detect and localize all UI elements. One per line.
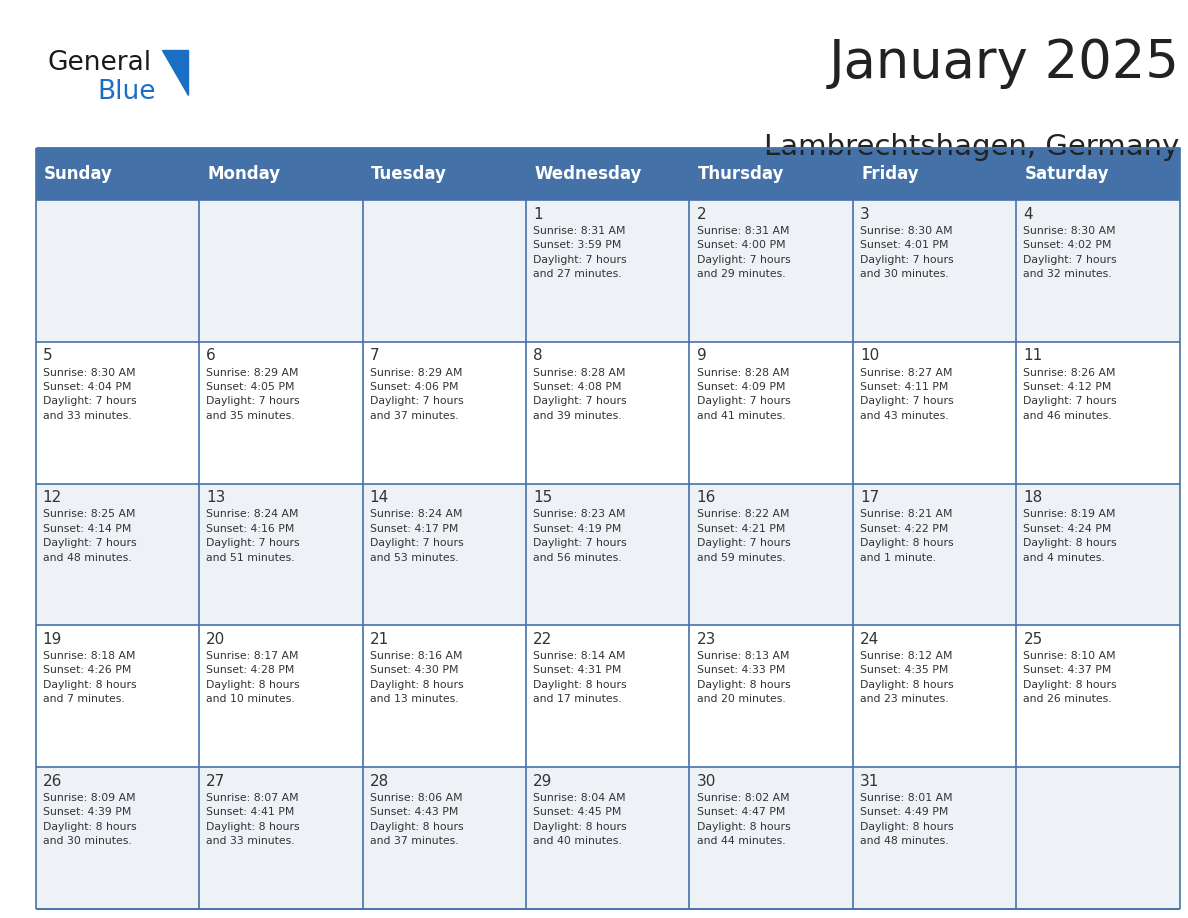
- Text: Sunrise: 8:26 AM
Sunset: 4:12 PM
Daylight: 7 hours
and 46 minutes.: Sunrise: 8:26 AM Sunset: 4:12 PM Dayligh…: [1023, 367, 1117, 420]
- Text: Saturday: Saturday: [1024, 165, 1110, 183]
- Text: Sunrise: 8:04 AM
Sunset: 4:45 PM
Daylight: 8 hours
and 40 minutes.: Sunrise: 8:04 AM Sunset: 4:45 PM Dayligh…: [533, 793, 627, 846]
- Text: Monday: Monday: [208, 165, 280, 183]
- Text: 25: 25: [1023, 632, 1043, 647]
- Text: Wednesday: Wednesday: [535, 165, 642, 183]
- Text: 31: 31: [860, 774, 879, 789]
- Bar: [36, 341, 1180, 484]
- Text: 7: 7: [369, 348, 379, 364]
- Text: 11: 11: [1023, 348, 1043, 364]
- Text: 26: 26: [43, 774, 62, 789]
- Text: Sunrise: 8:17 AM
Sunset: 4:28 PM
Daylight: 8 hours
and 10 minutes.: Sunrise: 8:17 AM Sunset: 4:28 PM Dayligh…: [207, 651, 299, 704]
- Text: 24: 24: [860, 632, 879, 647]
- Text: 19: 19: [43, 632, 62, 647]
- Text: Sunrise: 8:30 AM
Sunset: 4:01 PM
Daylight: 7 hours
and 30 minutes.: Sunrise: 8:30 AM Sunset: 4:01 PM Dayligh…: [860, 226, 954, 279]
- Text: Sunrise: 8:23 AM
Sunset: 4:19 PM
Daylight: 7 hours
and 56 minutes.: Sunrise: 8:23 AM Sunset: 4:19 PM Dayligh…: [533, 509, 627, 563]
- Text: Sunrise: 8:10 AM
Sunset: 4:37 PM
Daylight: 8 hours
and 26 minutes.: Sunrise: 8:10 AM Sunset: 4:37 PM Dayligh…: [1023, 651, 1117, 704]
- Text: 6: 6: [207, 348, 216, 364]
- Text: Sunrise: 8:31 AM
Sunset: 3:59 PM
Daylight: 7 hours
and 27 minutes.: Sunrise: 8:31 AM Sunset: 3:59 PM Dayligh…: [533, 226, 627, 279]
- Text: Thursday: Thursday: [697, 165, 784, 183]
- Text: Sunrise: 8:06 AM
Sunset: 4:43 PM
Daylight: 8 hours
and 37 minutes.: Sunrise: 8:06 AM Sunset: 4:43 PM Dayligh…: [369, 793, 463, 846]
- Bar: [36, 767, 1180, 909]
- Text: Sunrise: 8:02 AM
Sunset: 4:47 PM
Daylight: 8 hours
and 44 minutes.: Sunrise: 8:02 AM Sunset: 4:47 PM Dayligh…: [696, 793, 790, 846]
- Text: 3: 3: [860, 207, 870, 221]
- Text: Sunrise: 8:18 AM
Sunset: 4:26 PM
Daylight: 8 hours
and 7 minutes.: Sunrise: 8:18 AM Sunset: 4:26 PM Dayligh…: [43, 651, 137, 704]
- Text: Sunrise: 8:30 AM
Sunset: 4:04 PM
Daylight: 7 hours
and 33 minutes.: Sunrise: 8:30 AM Sunset: 4:04 PM Dayligh…: [43, 367, 137, 420]
- Text: 20: 20: [207, 632, 226, 647]
- Text: Sunrise: 8:22 AM
Sunset: 4:21 PM
Daylight: 7 hours
and 59 minutes.: Sunrise: 8:22 AM Sunset: 4:21 PM Dayligh…: [696, 509, 790, 563]
- Text: 8: 8: [533, 348, 543, 364]
- Text: 16: 16: [696, 490, 716, 505]
- Text: 30: 30: [696, 774, 716, 789]
- Text: 29: 29: [533, 774, 552, 789]
- Text: 4: 4: [1023, 207, 1034, 221]
- Text: Friday: Friday: [861, 165, 918, 183]
- Bar: [36, 625, 1180, 767]
- Text: Sunrise: 8:30 AM
Sunset: 4:02 PM
Daylight: 7 hours
and 32 minutes.: Sunrise: 8:30 AM Sunset: 4:02 PM Dayligh…: [1023, 226, 1117, 279]
- Bar: [36, 484, 1180, 625]
- Text: 14: 14: [369, 490, 388, 505]
- Text: Sunrise: 8:16 AM
Sunset: 4:30 PM
Daylight: 8 hours
and 13 minutes.: Sunrise: 8:16 AM Sunset: 4:30 PM Dayligh…: [369, 651, 463, 704]
- Text: Sunrise: 8:29 AM
Sunset: 4:06 PM
Daylight: 7 hours
and 37 minutes.: Sunrise: 8:29 AM Sunset: 4:06 PM Dayligh…: [369, 367, 463, 420]
- Text: Sunrise: 8:24 AM
Sunset: 4:17 PM
Daylight: 7 hours
and 53 minutes.: Sunrise: 8:24 AM Sunset: 4:17 PM Dayligh…: [369, 509, 463, 563]
- Text: 28: 28: [369, 774, 388, 789]
- Text: 9: 9: [696, 348, 706, 364]
- Text: 2: 2: [696, 207, 706, 221]
- Text: 13: 13: [207, 490, 226, 505]
- Text: Sunrise: 8:12 AM
Sunset: 4:35 PM
Daylight: 8 hours
and 23 minutes.: Sunrise: 8:12 AM Sunset: 4:35 PM Dayligh…: [860, 651, 954, 704]
- Text: 21: 21: [369, 632, 388, 647]
- Text: 12: 12: [43, 490, 62, 505]
- Text: Sunrise: 8:27 AM
Sunset: 4:11 PM
Daylight: 7 hours
and 43 minutes.: Sunrise: 8:27 AM Sunset: 4:11 PM Dayligh…: [860, 367, 954, 420]
- Text: 27: 27: [207, 774, 226, 789]
- Text: Sunrise: 8:09 AM
Sunset: 4:39 PM
Daylight: 8 hours
and 30 minutes.: Sunrise: 8:09 AM Sunset: 4:39 PM Dayligh…: [43, 793, 137, 846]
- Text: Sunrise: 8:19 AM
Sunset: 4:24 PM
Daylight: 8 hours
and 4 minutes.: Sunrise: 8:19 AM Sunset: 4:24 PM Dayligh…: [1023, 509, 1117, 563]
- Text: 10: 10: [860, 348, 879, 364]
- Text: 23: 23: [696, 632, 716, 647]
- Bar: [36, 148, 1180, 200]
- Text: Lambrechtshagen, Germany: Lambrechtshagen, Germany: [764, 133, 1180, 162]
- Text: 18: 18: [1023, 490, 1043, 505]
- Text: Sunrise: 8:25 AM
Sunset: 4:14 PM
Daylight: 7 hours
and 48 minutes.: Sunrise: 8:25 AM Sunset: 4:14 PM Dayligh…: [43, 509, 137, 563]
- Text: Sunday: Sunday: [44, 165, 113, 183]
- Text: Sunrise: 8:14 AM
Sunset: 4:31 PM
Daylight: 8 hours
and 17 minutes.: Sunrise: 8:14 AM Sunset: 4:31 PM Dayligh…: [533, 651, 627, 704]
- Polygon shape: [162, 50, 188, 95]
- Text: Sunrise: 8:13 AM
Sunset: 4:33 PM
Daylight: 8 hours
and 20 minutes.: Sunrise: 8:13 AM Sunset: 4:33 PM Dayligh…: [696, 651, 790, 704]
- Text: Sunrise: 8:07 AM
Sunset: 4:41 PM
Daylight: 8 hours
and 33 minutes.: Sunrise: 8:07 AM Sunset: 4:41 PM Dayligh…: [207, 793, 299, 846]
- Text: Tuesday: Tuesday: [371, 165, 447, 183]
- Text: General: General: [48, 50, 152, 76]
- Text: Sunrise: 8:29 AM
Sunset: 4:05 PM
Daylight: 7 hours
and 35 minutes.: Sunrise: 8:29 AM Sunset: 4:05 PM Dayligh…: [207, 367, 299, 420]
- Text: Sunrise: 8:31 AM
Sunset: 4:00 PM
Daylight: 7 hours
and 29 minutes.: Sunrise: 8:31 AM Sunset: 4:00 PM Dayligh…: [696, 226, 790, 279]
- Text: 1: 1: [533, 207, 543, 221]
- Text: Sunrise: 8:28 AM
Sunset: 4:09 PM
Daylight: 7 hours
and 41 minutes.: Sunrise: 8:28 AM Sunset: 4:09 PM Dayligh…: [696, 367, 790, 420]
- Text: Sunrise: 8:21 AM
Sunset: 4:22 PM
Daylight: 8 hours
and 1 minute.: Sunrise: 8:21 AM Sunset: 4:22 PM Dayligh…: [860, 509, 954, 563]
- Text: Sunrise: 8:28 AM
Sunset: 4:08 PM
Daylight: 7 hours
and 39 minutes.: Sunrise: 8:28 AM Sunset: 4:08 PM Dayligh…: [533, 367, 627, 420]
- Text: 22: 22: [533, 632, 552, 647]
- Text: 5: 5: [43, 348, 52, 364]
- Text: January 2025: January 2025: [829, 37, 1180, 89]
- Text: 15: 15: [533, 490, 552, 505]
- Text: Sunrise: 8:24 AM
Sunset: 4:16 PM
Daylight: 7 hours
and 51 minutes.: Sunrise: 8:24 AM Sunset: 4:16 PM Dayligh…: [207, 509, 299, 563]
- Text: 17: 17: [860, 490, 879, 505]
- Bar: [36, 200, 1180, 341]
- Text: Blue: Blue: [97, 79, 156, 105]
- Text: Sunrise: 8:01 AM
Sunset: 4:49 PM
Daylight: 8 hours
and 48 minutes.: Sunrise: 8:01 AM Sunset: 4:49 PM Dayligh…: [860, 793, 954, 846]
